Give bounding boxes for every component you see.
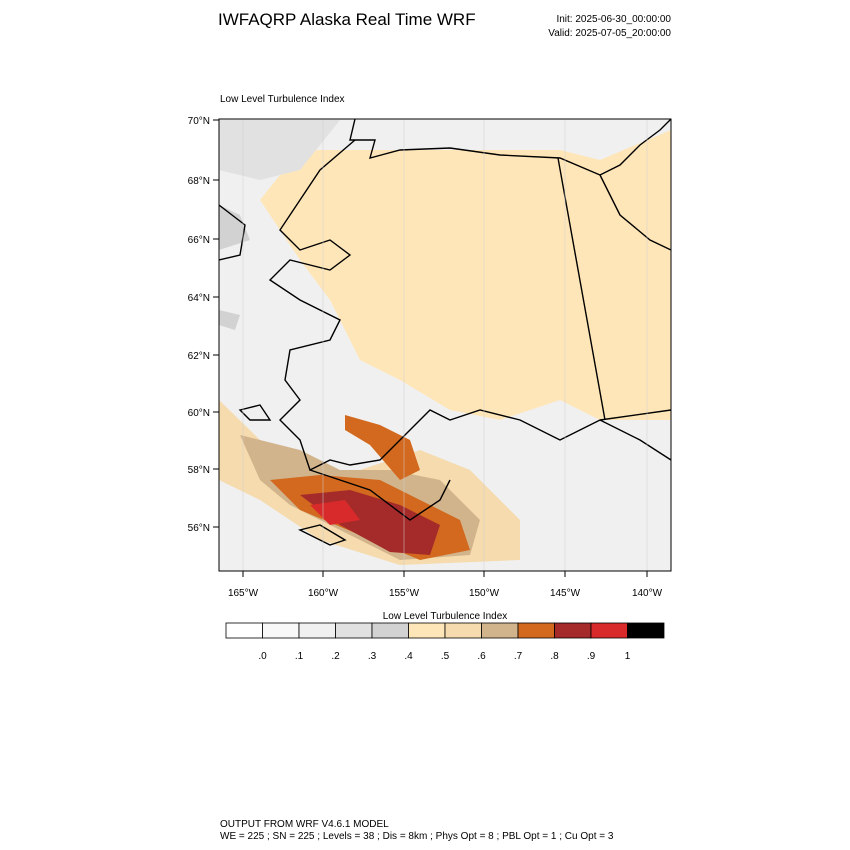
lat-label: 70°N (188, 116, 210, 127)
lon-label: 145°W (550, 588, 581, 599)
lon-label: 155°W (389, 588, 420, 599)
colorbar-box (262, 622, 300, 639)
footer-line: WE = 225 ; SN = 225 ; Levels = 38 ; Dis … (220, 831, 614, 842)
footer-line: OUTPUT FROM WRF V4.6.1 MODEL (220, 819, 389, 830)
colorbar: .0 .1 .2 .3 .4 .5 .6 .7 .8 .9 1 (225, 622, 665, 662)
field-region (345, 415, 420, 480)
colorbar-label: .1 (295, 651, 304, 662)
map-frame (218, 118, 672, 572)
colorbar-box (481, 622, 519, 639)
lon-labels: 165°W 160°W 155°W 150°W 145°W 140°W (228, 571, 663, 599)
field-region (219, 120, 340, 180)
lon-label: 165°W (228, 588, 259, 599)
lat-label: 56°N (188, 523, 210, 534)
colorbar-label: .9 (587, 651, 596, 662)
field-region (219, 205, 250, 330)
colorbar-label: .5 (441, 651, 450, 662)
field-region (310, 500, 360, 525)
lat-label: 66°N (188, 235, 210, 246)
colorbar-label: .6 (477, 651, 486, 662)
lat-label: 68°N (188, 176, 210, 187)
colorbar-box (408, 622, 446, 639)
colorbar-box (627, 622, 665, 639)
colorbar-box (590, 622, 628, 639)
lat-label: 60°N (188, 408, 210, 419)
colorbar-label: .4 (404, 651, 413, 662)
lat-labels: 70°N 68°N 66°N 64°N 62°N 60°N 58°N 56°N (188, 116, 219, 534)
colorbar-label: .7 (514, 651, 523, 662)
colorbar-box (517, 622, 555, 639)
colorbar-label: .0 (258, 651, 267, 662)
map-subtitle: Low Level Turbulence Index (220, 94, 345, 105)
lat-label: 58°N (188, 465, 210, 476)
colorbar-box (225, 622, 263, 639)
title: IWFAQRP Alaska Real Time WRF (218, 10, 476, 29)
colorbar-box (444, 622, 482, 639)
graticule (242, 120, 648, 571)
field-region (260, 130, 671, 420)
colorbar-box (554, 622, 592, 639)
lon-label: 160°W (308, 588, 339, 599)
colorbar-label: 1 (625, 651, 631, 662)
valid-time: Valid: 2025-07-05_20:00:00 (548, 28, 671, 39)
colorbar-label: .3 (368, 651, 377, 662)
colorbar-label: .2 (331, 651, 340, 662)
colorbar-box (298, 622, 336, 639)
coastline (219, 119, 671, 546)
colorbar-box (335, 622, 373, 639)
init-time: Init: 2025-06-30_00:00:00 (556, 14, 671, 25)
lat-label: 64°N (188, 293, 210, 304)
lon-label: 140°W (632, 588, 663, 599)
colorbar-box (371, 622, 409, 639)
map-field (219, 119, 671, 571)
colorbar-label: .8 (550, 651, 559, 662)
lat-label: 62°N (188, 351, 210, 362)
colorbar-title: Low Level Turbulence Index (383, 611, 508, 622)
lon-label: 150°W (469, 588, 500, 599)
